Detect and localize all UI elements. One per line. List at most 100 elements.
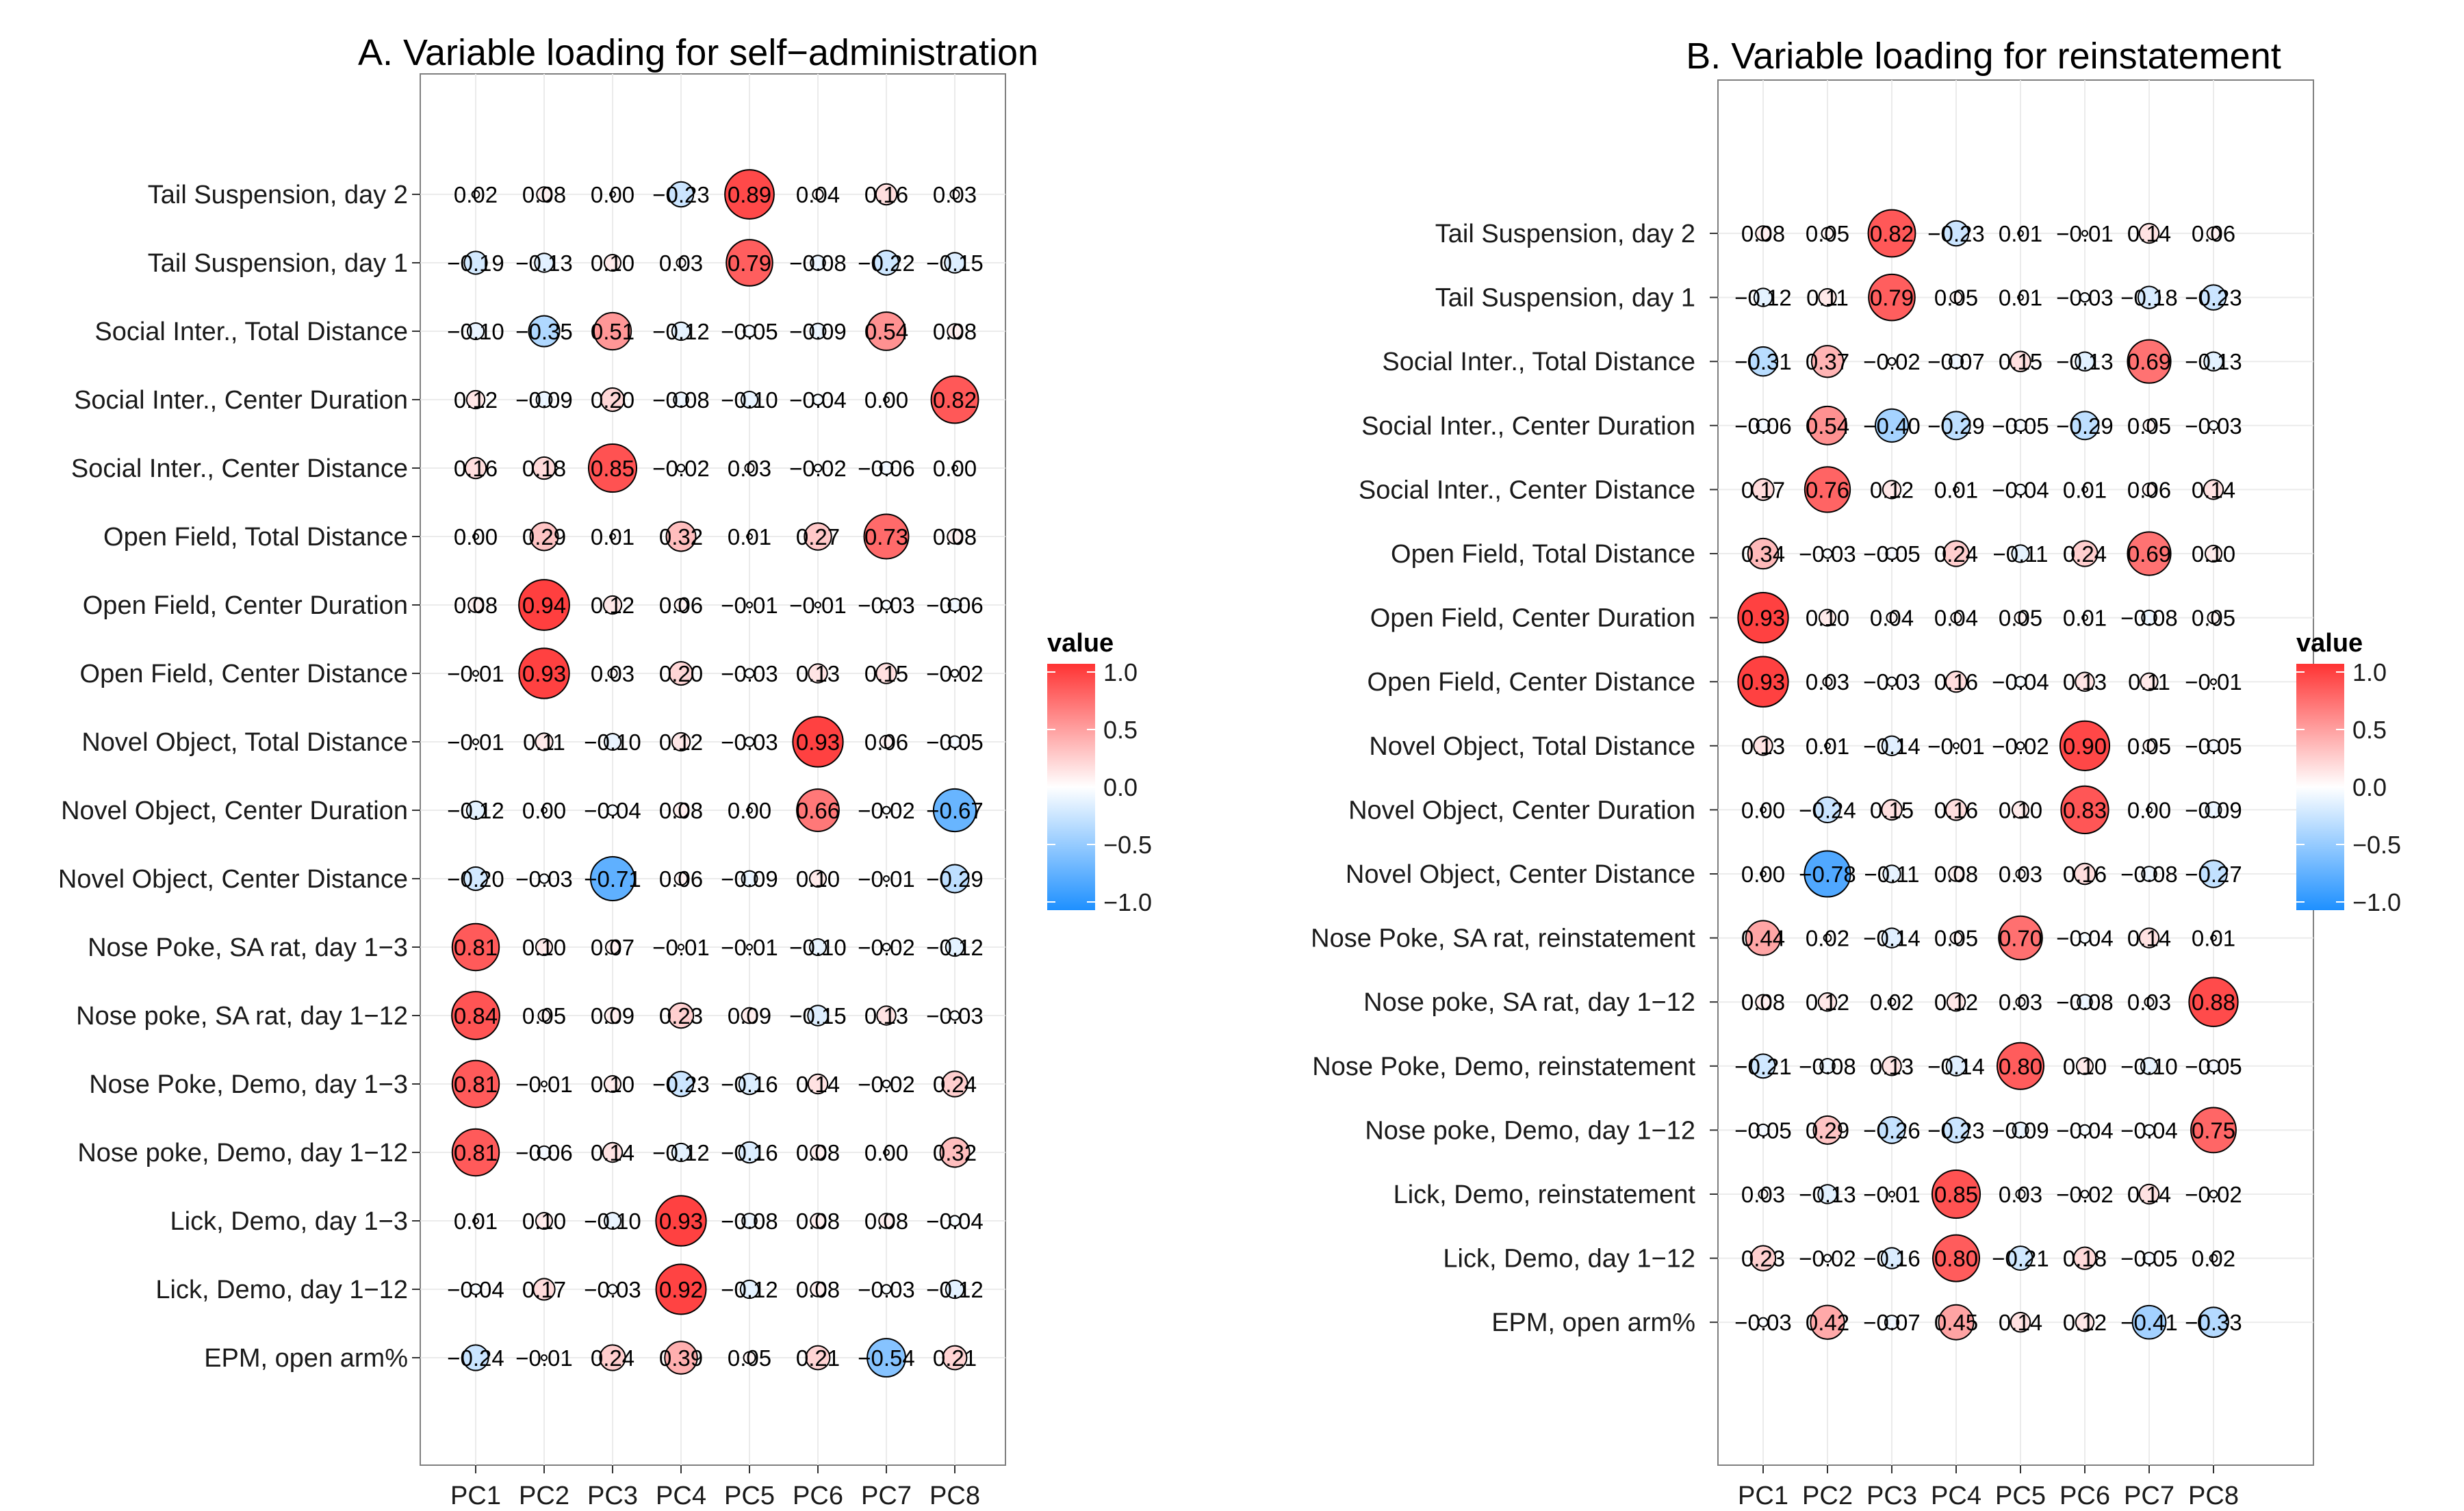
value-label: 0.15 [1999,349,2042,374]
loading-circle [939,1137,971,1168]
value-label: 0.08 [796,1140,840,1165]
value-label: −0.01 [447,661,504,686]
loading-circle [1880,1247,1903,1269]
loading-circle [673,597,689,612]
value-label: 0.10 [591,1072,634,1097]
value-label: 0.01 [2192,926,2235,951]
y-tick-label: Novel Object, Total Distance [1369,732,1695,761]
value-label: −0.03 [1799,541,1856,567]
loading-circle [875,183,898,206]
legend-tick-label: 0.5 [2352,716,2387,744]
y-tick-label: Open Field, Total Distance [1391,540,1695,569]
loading-circle [655,1263,707,1315]
value-label: −0.03 [584,1277,641,1302]
y-tick-label: Social Inter., Center Distance [1359,476,1695,504]
value-label: −0.18 [2120,285,2178,311]
loading-circle [810,1281,826,1297]
loading-circle [2207,611,2220,625]
loading-circle [1948,354,1964,370]
value-label: −0.01 [447,729,504,755]
value-label: −0.01 [2185,669,2242,695]
value-label: −0.03 [1734,1310,1792,1335]
value-label: −0.03 [721,661,778,686]
loading-circle [1886,612,1898,624]
value-label: 0.39 [659,1345,703,1371]
value-label: −0.10 [721,387,778,413]
value-label: 0.00 [933,456,977,481]
loading-circle [950,669,960,678]
loading-circle [942,1345,968,1371]
value-label: −0.02 [858,1072,915,1097]
loading-circle [1877,1116,1906,1144]
loading-circle [810,255,826,271]
loading-circle [1750,1053,1776,1079]
value-label: −0.08 [2120,862,2178,887]
loading-circle [1884,1315,1900,1330]
loading-circle [451,1128,500,1177]
value-label: −0.10 [2120,1054,2178,1079]
loading-circle [1755,225,1771,242]
loading-circle [1868,273,1916,322]
value-label: 0.80 [1934,1246,1978,1271]
value-label: 0.10 [2192,541,2235,567]
loading-circle [464,456,487,480]
value-label: −0.24 [447,1345,504,1371]
y-tick-label: Open Field, Center Duration [83,591,408,620]
loading-circle [1817,1184,1838,1204]
value-label: 0.14 [2127,221,2171,246]
value-label: 0.09 [591,1003,634,1029]
value-label: 0.70 [1999,926,2042,951]
loading-circle [1753,287,1773,307]
loading-circle [667,1070,695,1098]
loading-circle [810,1144,826,1161]
loading-circle [1824,742,1831,749]
value-label: −0.05 [1992,413,2049,439]
value-label: −0.04 [789,387,847,413]
value-label: 0.01 [728,524,771,550]
loading-circle [1817,992,1838,1012]
loading-circle [2012,1122,2029,1139]
value-label: 0.00 [454,524,498,550]
value-label: 0.13 [864,1003,908,1029]
loading-circle [2207,1059,2220,1073]
loading-circle [2079,292,2090,303]
value-label: −0.03 [2185,413,2242,439]
loading-circle [1932,1234,1980,1282]
loading-circle [867,311,906,351]
value-label: −0.10 [789,935,847,960]
y-tick-label: Tail Suspension, day 1 [1435,284,1695,313]
loading-circle [2207,739,2220,753]
y-tick-label: Tail Suspension, day 2 [148,181,408,209]
value-label: −0.10 [584,729,641,755]
legend-tick-label: −1.0 [1103,888,1152,916]
loading-circle [2014,611,2027,625]
loading-circle [1881,735,1903,757]
loading-circle [947,528,963,545]
loading-circle [867,1338,906,1378]
y-tick-label: Nose poke, Demo, day 1−12 [1365,1116,1695,1145]
loading-circle [744,736,755,747]
value-label: −0.12 [926,1277,984,1302]
value-label: 0.66 [796,798,840,823]
loading-circle [1812,1115,1843,1145]
value-label: −0.67 [926,798,984,823]
loading-circle [2200,284,2227,311]
y-tick-label: Social Inter., Center Duration [74,386,408,415]
loading-circle [667,181,695,208]
value-label: −0.03 [858,1277,915,1302]
value-label: 0.16 [2063,862,2107,887]
value-label: 0.06 [2192,221,2235,246]
y-tick-label: Open Field, Total Distance [103,523,408,552]
value-label: 0.16 [1934,797,1978,823]
value-label: 0.08 [1934,862,1978,887]
loading-circle [2140,672,2159,691]
value-label: −0.19 [447,250,504,276]
y-tick-label: EPM, open arm% [204,1344,408,1373]
value-label: 0.29 [1806,1118,1849,1143]
value-label: 0.01 [1934,477,1978,502]
value-label: 0.10 [591,250,634,276]
loading-circle [878,1213,895,1229]
loading-circle [810,1213,826,1229]
value-label: −0.03 [926,1003,984,1029]
value-label: 0.81 [454,1072,498,1097]
